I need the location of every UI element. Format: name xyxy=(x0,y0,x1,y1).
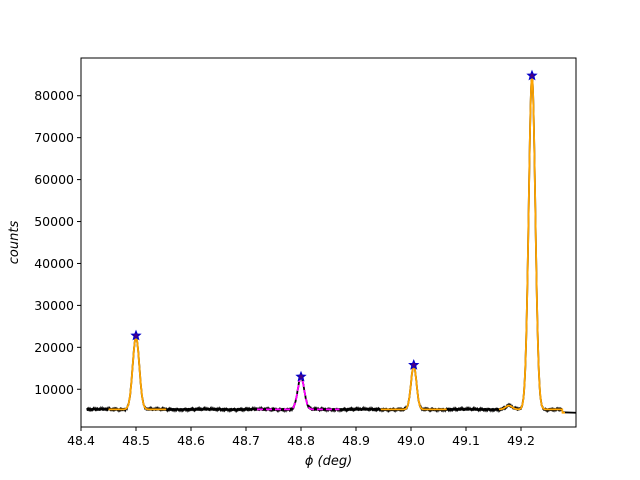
plot-area xyxy=(86,69,576,414)
x-axis-label: ϕ (deg) xyxy=(305,454,352,469)
y-axis-label: counts xyxy=(7,221,22,265)
y-tick-label-3: 40000 xyxy=(34,256,74,271)
x-tick-label-5: 48.9 xyxy=(342,433,370,448)
x-tick-label-3: 48.7 xyxy=(232,433,260,448)
peak-marker-2 xyxy=(408,358,420,370)
y-tick-label-4: 50000 xyxy=(34,214,74,229)
fit-series-1-segment-0 xyxy=(257,376,340,411)
x-tick-label-8: 49.2 xyxy=(507,433,535,448)
x-tick-label-0: 48.4 xyxy=(67,433,95,448)
y-tick-label-0: 10000 xyxy=(34,382,74,397)
x-tick-label-6: 49.0 xyxy=(397,433,425,448)
peak-marker-0 xyxy=(130,329,142,341)
x-tick-label-7: 49.1 xyxy=(452,433,480,448)
y-tick-label-1: 20000 xyxy=(34,340,74,355)
x-tick-label-2: 48.6 xyxy=(177,433,205,448)
y-tick-label-7: 80000 xyxy=(34,88,74,103)
fit-series-0-segment-0 xyxy=(108,335,167,411)
y-tick-label-2: 30000 xyxy=(34,298,74,313)
y-tick-label-6: 70000 xyxy=(34,130,74,145)
peak-marker-1 xyxy=(295,370,307,382)
peak-marker-3 xyxy=(526,69,538,81)
x-tick-label-4: 48.8 xyxy=(287,433,315,448)
axes: 48.4 48.5 48.6 48.7 48.8 48.9 49.0 49.1 49.2 1000… xyxy=(34,57,577,448)
series-group xyxy=(86,73,576,414)
y-tick-label-5: 60000 xyxy=(34,172,74,187)
x-tick-label-1: 48.5 xyxy=(122,433,150,448)
axes-frame xyxy=(80,57,577,428)
